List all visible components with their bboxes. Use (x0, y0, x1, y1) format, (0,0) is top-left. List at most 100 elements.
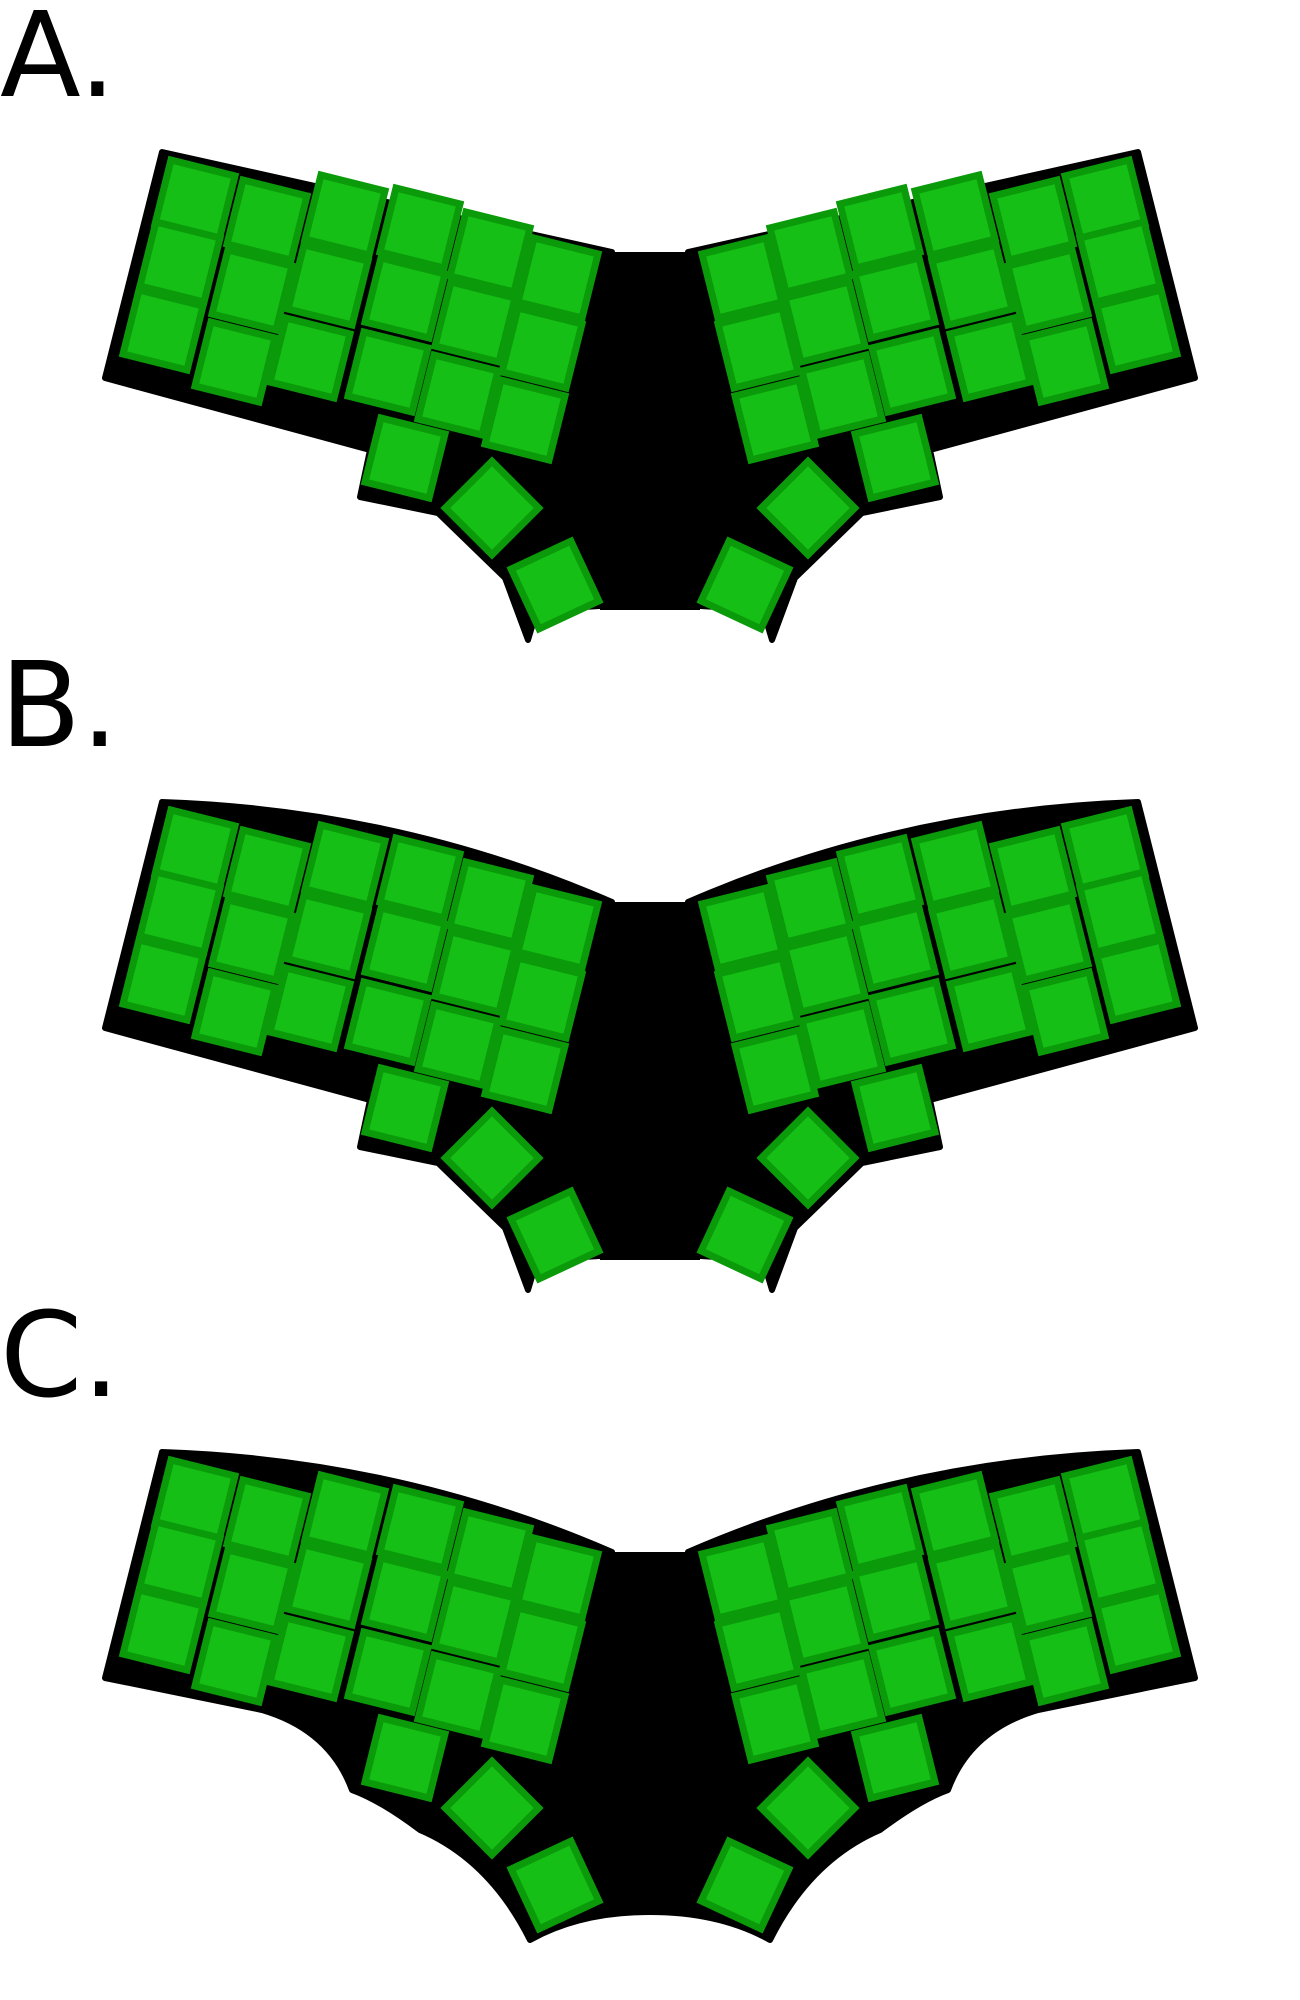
right-key (756, 1756, 860, 1860)
keycap (480, 1675, 570, 1765)
left-key (118, 935, 208, 1025)
right-key (697, 1533, 787, 1623)
keycap (283, 890, 373, 980)
keycap (360, 1553, 450, 1643)
keycap (375, 183, 465, 273)
keycap (207, 895, 297, 985)
keycap (413, 1000, 503, 1090)
keycap (497, 1603, 587, 1693)
keycap (713, 953, 803, 1043)
left-key (375, 833, 465, 923)
keycap (375, 1483, 465, 1573)
key-group (118, 155, 1182, 634)
right-key (850, 1713, 940, 1803)
right-key (1003, 245, 1093, 335)
left-key (480, 1675, 570, 1765)
keycap (797, 350, 887, 440)
left-key (445, 1507, 535, 1597)
right-key (945, 963, 1035, 1053)
right-key (910, 1470, 1000, 1560)
left-key (190, 317, 280, 407)
right-key (696, 1836, 794, 1934)
keycap (413, 350, 503, 440)
left-key (497, 1603, 587, 1693)
keycap (756, 1106, 860, 1210)
keycap (988, 1475, 1078, 1565)
right-key (945, 313, 1035, 403)
left-key (480, 375, 570, 465)
left-key (360, 1713, 450, 1803)
keycap (222, 825, 312, 915)
right-key (713, 953, 803, 1043)
right-key (797, 1000, 887, 1090)
right-key (927, 240, 1017, 330)
right-key (765, 1507, 855, 1597)
keycap (850, 1713, 940, 1803)
left-key (118, 285, 208, 375)
keyboard-diagram (102, 799, 1198, 1293)
keycap (696, 1836, 794, 1934)
left-key (440, 1756, 544, 1860)
right-key (1092, 285, 1182, 375)
keycap (945, 963, 1035, 1053)
right-key (910, 820, 1000, 910)
keycap (190, 967, 280, 1057)
center-bridge (600, 902, 700, 1260)
left-key (360, 903, 450, 993)
keycap (713, 1603, 803, 1693)
right-key (867, 1627, 957, 1717)
left-key (207, 1545, 297, 1635)
keycap (1092, 285, 1182, 375)
keycap (697, 1533, 787, 1623)
right-key (696, 1186, 794, 1284)
keycap (513, 1533, 603, 1623)
keycap (430, 277, 520, 367)
key-group (118, 805, 1182, 1284)
keycap (343, 1627, 433, 1717)
keycap (713, 303, 803, 393)
right-key (730, 1675, 820, 1765)
keycap (1075, 1517, 1165, 1607)
keycap (756, 456, 860, 560)
left-key (360, 253, 450, 343)
right-key (1075, 1517, 1165, 1607)
keycap (927, 1540, 1017, 1630)
left-key (190, 1617, 280, 1707)
keycap (513, 233, 603, 323)
left-key (413, 350, 503, 440)
keycap (797, 1650, 887, 1740)
keycap (360, 903, 450, 993)
keycap (222, 1475, 312, 1565)
keycap (445, 1507, 535, 1597)
keycap (1092, 935, 1182, 1025)
keycap (927, 890, 1017, 980)
keycap (222, 175, 312, 265)
right-key (1075, 217, 1165, 307)
left-key (135, 867, 225, 957)
right-key (945, 1613, 1035, 1703)
left-key (440, 1106, 544, 1210)
keycap (440, 456, 544, 560)
right-key (835, 1483, 925, 1573)
keycap (730, 1025, 820, 1115)
panel-label: A. (0, 0, 117, 124)
keycap (780, 927, 870, 1017)
left-key (440, 456, 544, 560)
keycap (780, 1577, 870, 1667)
keycap (480, 375, 570, 465)
keycap (696, 1186, 794, 1284)
keycap (118, 935, 208, 1025)
keycap (360, 413, 450, 503)
left-key (283, 1540, 373, 1630)
right-key (730, 1025, 820, 1115)
right-key (850, 1063, 940, 1153)
left-key (283, 240, 373, 330)
center-bridge (600, 252, 700, 610)
keycap (850, 1063, 940, 1153)
right-key (697, 883, 787, 973)
keycap (945, 313, 1035, 403)
left-key (343, 1627, 433, 1717)
left-key (506, 1186, 604, 1284)
left-key (375, 1483, 465, 1573)
keycap (696, 536, 794, 634)
